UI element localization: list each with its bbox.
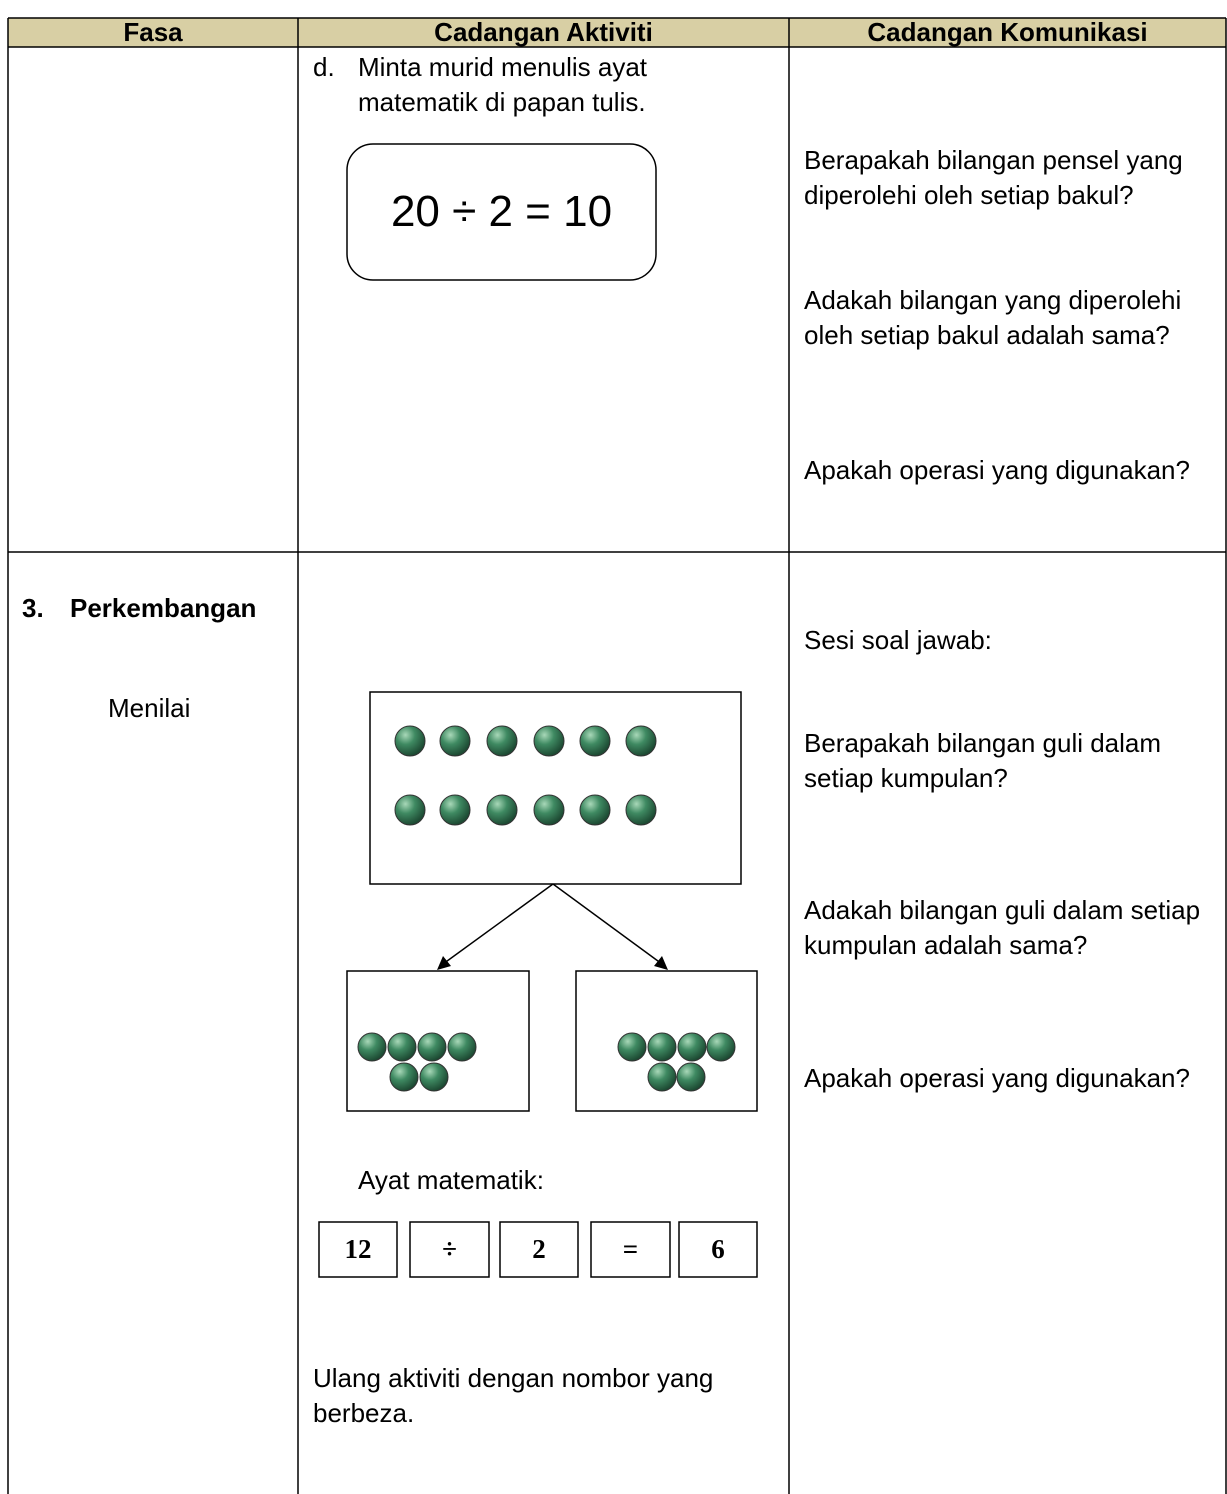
- header-bg: [8, 18, 1226, 47]
- marble: [533, 725, 565, 757]
- sentence-label: Ayat matematik:: [358, 1165, 544, 1195]
- question: Apakah operasi yang digunakan?: [804, 455, 1190, 485]
- marble: [533, 794, 565, 826]
- marble: [417, 1032, 447, 1062]
- marble: [389, 1062, 419, 1092]
- question: Adakah bilangan guli dalam setiap kumpul…: [804, 895, 1201, 960]
- question: Adakah bilangan yang diperolehi oleh set…: [804, 285, 1182, 350]
- arrow-head: [654, 956, 668, 970]
- marble: [439, 794, 471, 826]
- marble: [486, 794, 518, 826]
- marble: [439, 725, 471, 757]
- phase-title: Perkembangan: [70, 593, 257, 623]
- marble: [579, 794, 611, 826]
- question: Apakah operasi yang digunakan?: [804, 1063, 1190, 1093]
- header-cell: Fasa: [123, 17, 183, 47]
- sentence-box: =: [622, 1234, 639, 1264]
- activity-note: Ulang aktiviti dengan nombor yang berbez…: [313, 1363, 714, 1428]
- marbles: [357, 725, 736, 1092]
- arrow-head: [437, 956, 451, 970]
- marble: [677, 1032, 707, 1062]
- marble: [625, 725, 657, 757]
- list-marker: d.: [313, 52, 335, 82]
- question: Berapakah bilangan pensel yang diperoleh…: [804, 145, 1183, 210]
- question: Berapakah bilangan guli dalam setiap kum…: [804, 728, 1162, 793]
- marble: [676, 1062, 706, 1092]
- header-cell: Cadangan Komunikasi: [867, 17, 1148, 47]
- marble: [617, 1032, 647, 1062]
- marble: [706, 1032, 736, 1062]
- marble: [387, 1032, 417, 1062]
- marble: [647, 1032, 677, 1062]
- phase-subtitle: Menilai: [108, 693, 191, 723]
- activity-text: Minta murid menulis ayat matematik di pa…: [358, 52, 647, 117]
- sentence-box: 2: [532, 1234, 546, 1264]
- marble: [647, 1062, 677, 1092]
- equation: 20 ÷ 2 = 10: [390, 187, 613, 236]
- marble: [357, 1032, 387, 1062]
- header-cell: Cadangan Aktiviti: [434, 17, 653, 47]
- sentence-box: ÷: [442, 1234, 457, 1264]
- marble: [394, 794, 426, 826]
- sentence-box: 6: [711, 1234, 725, 1264]
- phase-number: 3.: [22, 593, 44, 623]
- sentence-box: 12: [344, 1234, 372, 1264]
- grid: [7, 17, 1227, 1494]
- marble: [419, 1062, 449, 1092]
- marble: [579, 725, 611, 757]
- question: Sesi soal jawab:: [804, 625, 992, 655]
- marble: [394, 725, 426, 757]
- marble: [486, 725, 518, 757]
- marble: [625, 794, 657, 826]
- marble: [447, 1032, 477, 1062]
